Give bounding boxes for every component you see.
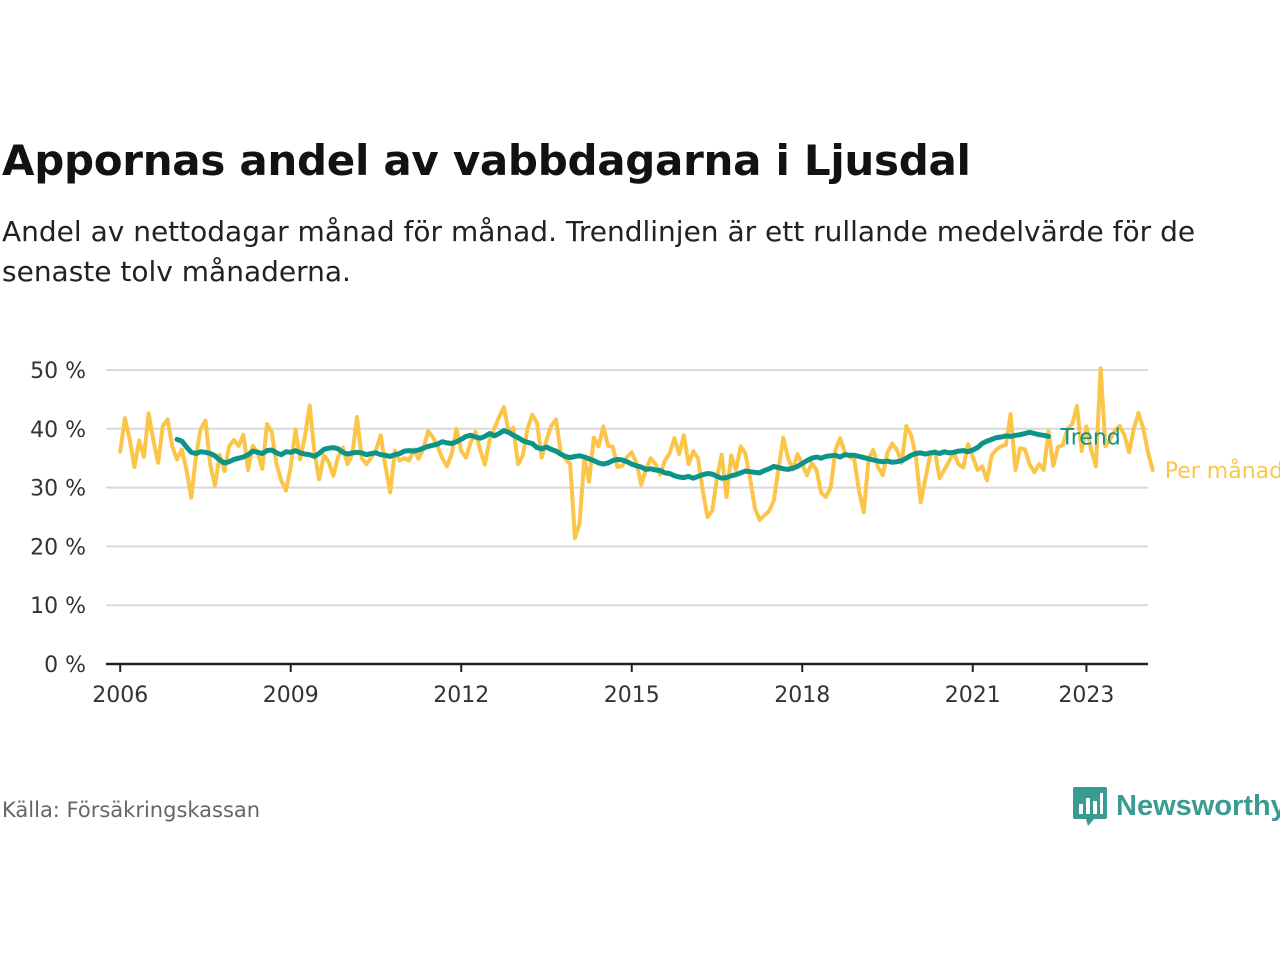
trend-line bbox=[174, 428, 1051, 481]
newsworthy-logo[interactable]: Newsworthy bbox=[1072, 784, 1280, 828]
x-tick-label: 2015 bbox=[604, 683, 660, 708]
x-tick-label: 2018 bbox=[774, 683, 830, 708]
trend-series-label: Trend bbox=[1060, 425, 1121, 450]
chart-title: Appornas andel av vabbdagarna i Ljusdal bbox=[2, 136, 971, 185]
x-tick-label: 2012 bbox=[433, 683, 489, 708]
x-tick-label: 2006 bbox=[92, 683, 148, 708]
x-tick-label: 2023 bbox=[1058, 683, 1114, 708]
monthly-line bbox=[118, 366, 1155, 541]
line-chart: 0 % 10 % 20 % 30 % 40 % 50 % 2006 2009 2012 2015… bbox=[30, 359, 1280, 708]
y-tick-label: 10 % bbox=[30, 594, 86, 619]
series-labels: Trend Per månad bbox=[1060, 425, 1280, 484]
y-tick-label: 30 % bbox=[30, 477, 86, 502]
series-lines bbox=[118, 366, 1155, 541]
grid-lines bbox=[106, 369, 1148, 607]
source-note: Källa: Försäkringskassan bbox=[2, 798, 261, 822]
chart-subtitle: Andel av nettodagar månad för månad. Tre… bbox=[2, 215, 1196, 288]
y-tick-label: 40 % bbox=[30, 418, 86, 443]
x-tick-label: 2009 bbox=[263, 683, 319, 708]
y-tick-label: 20 % bbox=[30, 535, 86, 560]
x-tick-label: 2021 bbox=[945, 683, 1001, 708]
monthly-series-label: Per månad bbox=[1165, 458, 1280, 484]
y-tick-label: 0 % bbox=[44, 653, 86, 678]
x-axis: 2006 2009 2012 2015 2018 2021 2023 bbox=[92, 662, 1148, 708]
newsworthy-logo-icon bbox=[1073, 787, 1107, 826]
y-axis-labels: 0 % 10 % 20 % 30 % 40 % 50 % bbox=[30, 359, 86, 678]
y-tick-label: 50 % bbox=[30, 359, 86, 384]
newsworthy-wordmark: Newsworthy bbox=[1116, 789, 1280, 822]
